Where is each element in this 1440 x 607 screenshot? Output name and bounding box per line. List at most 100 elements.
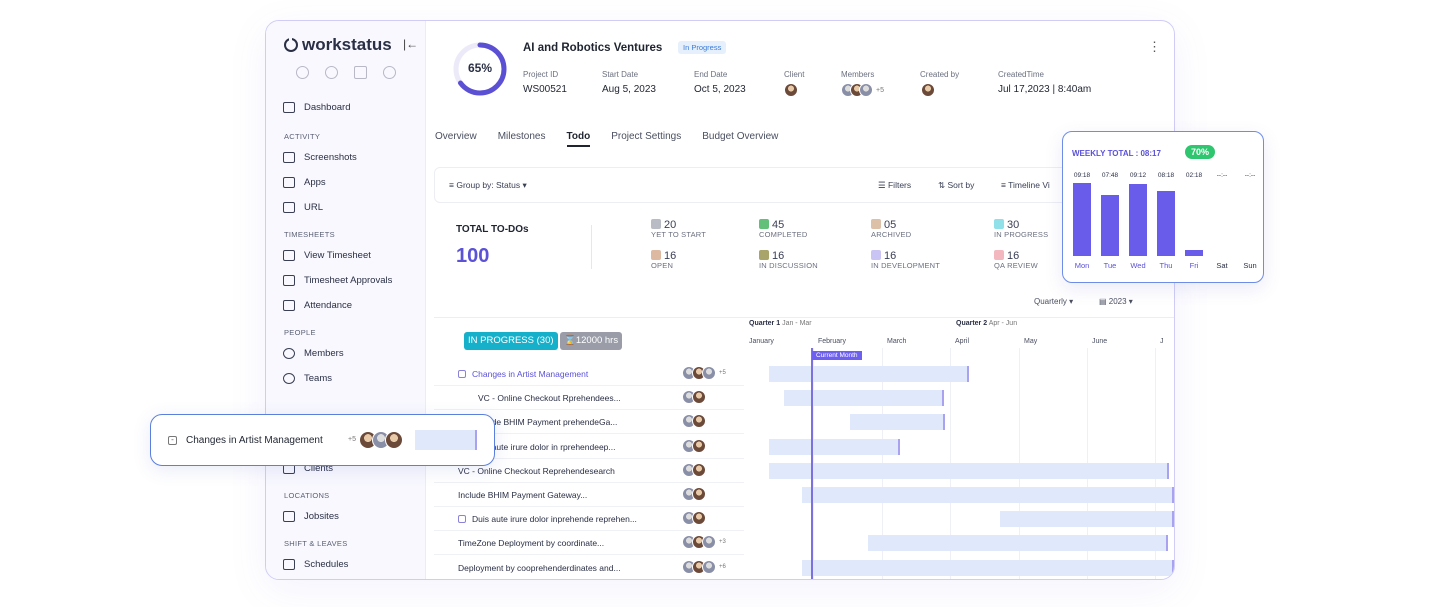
gantt-bar[interactable] [784,390,944,407]
clipboard-icon [283,275,295,286]
table-row[interactable]: Duis aute irure dolor inprehende reprehe… [434,507,744,532]
logo[interactable]: workstatus [284,35,392,55]
sidebar-item-view-timesheet[interactable]: View Timesheet [266,243,426,268]
members-avatars[interactable]: +5 [841,83,884,97]
table-row[interactable]: Include BHIM Payment Gateway... [434,483,744,507]
weekly-time-label: 08:18 [1157,172,1175,179]
created-by-label: Created by [920,70,960,79]
weekly-time-label: 07:48 [1101,172,1119,179]
task-assignees [682,511,706,526]
task-assignees [682,487,706,501]
timesheet-icon [283,250,295,261]
gantt-bar[interactable] [769,438,900,455]
stat-completed[interactable]: 45 COMPLETED [759,219,808,239]
task-callout[interactable]: - Changes in Artist Management +5 [150,414,495,466]
sidebar-item-dashboard[interactable]: Dashboard [266,95,426,120]
chevron-down-icon: ▾ [520,180,527,190]
stat-in-progress[interactable]: 30 IN PROGRESS [994,219,1049,239]
group-by-dropdown[interactable]: ≡ Group by: Status ▾ [449,180,527,190]
quarter-2-label: Quarter 2 Apr - Jun [956,320,1018,327]
task-assignees [682,438,706,453]
sidebar-item-screenshots[interactable]: Screenshots [266,145,426,170]
timeline-view-button[interactable]: ≡ Timeline Vi [1001,180,1050,190]
more-assignees: +5 [719,370,726,376]
month-label: April [955,338,970,345]
year-dropdown[interactable]: ▤ 2023 ▾ [1099,297,1133,306]
user-icon [283,348,295,359]
status-color-swatch [994,250,1004,260]
group-status-pill[interactable]: IN PROGRESS (30) [464,332,558,350]
more-options-icon[interactable]: ⋮ [1148,39,1161,54]
client-avatar[interactable] [784,83,798,102]
play-icon[interactable] [296,66,309,79]
divider [591,225,592,269]
table-row[interactable]: VC - Online Checkout Reprehendesearch [434,459,744,483]
tab-overview[interactable]: Overview [435,131,477,142]
sidebar-item-members[interactable]: Members [266,341,426,366]
table-row[interactable]: ...s aute irure dolor in rprehendeep... [434,435,744,459]
logo-icon [284,36,298,52]
stat-in-discussion[interactable]: 16 IN DISCUSSION [759,250,818,270]
download-icon[interactable] [325,66,338,79]
table-row[interactable]: TimeZone Deployment by coordinate... +3 [434,531,744,556]
table-row[interactable]: Changes in Artist Management +5 [434,362,744,386]
sort-by-button[interactable]: ⇅ Sort by [938,180,975,190]
status-badge[interactable]: In Progress [678,41,727,54]
creator-avatar[interactable] [921,83,935,102]
weekly-time-label: 09:12 [1129,172,1147,179]
gantt-bar[interactable] [802,559,1174,576]
project-title: AI and Robotics Ventures [523,42,663,54]
sidebar-item-timesheet-approvals[interactable]: Timesheet Approvals [266,268,426,293]
bell-icon[interactable] [383,66,396,79]
save-icon[interactable] [354,66,367,79]
sidebar-item-jobsites[interactable]: Jobsites [266,504,426,529]
expand-icon[interactable] [458,515,466,524]
status-color-swatch [651,219,661,229]
gantt-bar[interactable] [1000,511,1174,528]
avatar [692,487,706,501]
gantt-bar[interactable] [769,366,969,382]
group-icon: ≡ [449,180,457,190]
client-label: Client [784,70,805,79]
collapse-sidebar-icon[interactable]: |← [403,37,419,51]
filter-icon: ☰ [878,180,888,190]
collapse-icon[interactable]: - [168,436,177,445]
start-date-value: Aug 5, 2023 [602,84,656,95]
sidebar-item-apps[interactable]: Apps [266,170,426,195]
sidebar-item-attendance[interactable]: Attendance [266,293,426,318]
stat-in-development[interactable]: 16 IN DEVELOPMENT [871,250,941,270]
gantt-bar[interactable] [850,414,945,431]
month-label: May [1024,338,1038,345]
stat-qa-review[interactable]: 16 QA REVIEW [994,250,1038,270]
sidebar-item-teams[interactable]: Teams [266,366,426,391]
view-dropdown[interactable]: Quarterly ▾ [1034,297,1074,306]
callout-task-bar [415,430,477,450]
table-row[interactable]: ...lude BHIM Payment prehendeGa... [434,410,744,435]
gantt-bar[interactable] [769,462,1169,479]
filters-button[interactable]: ☰ Filters [878,180,912,190]
sidebar: workstatus |← Dashboard ACTIVITY Screens… [266,21,426,579]
stat-yet-to-start[interactable]: 20 YET TO START [651,219,707,239]
stat-open[interactable]: 16 OPEN [651,250,677,270]
task-assignees: +3 [682,535,726,550]
tab-budget-overview[interactable]: Budget Overview [702,131,779,142]
avatar [692,438,706,453]
gantt-bar[interactable] [868,535,1168,552]
table-row[interactable]: VC - Online Checkout Rprehendees... [434,386,744,411]
sidebar-item-schedules[interactable]: Schedules [266,552,426,577]
collapse-icon[interactable] [458,370,466,378]
created-time-label: CreatedTime [998,70,1044,79]
table-row[interactable]: Deployment by cooprehenderdinates and...… [434,556,744,579]
tab-milestones[interactable]: Milestones [497,131,546,142]
schedule-icon [283,559,295,570]
gantt-bar[interactable] [802,487,1174,503]
task-assignees [682,390,706,405]
month-label: March [887,338,907,345]
task-name: ...s aute irure dolor in rprehendeep... [478,441,616,452]
stat-archived[interactable]: 05 ARCHIVED [871,219,912,239]
tab-todo[interactable]: Todo [566,131,591,147]
current-month-tag: Current Month [812,351,862,360]
tab-project-settings[interactable]: Project Settings [611,131,682,142]
sidebar-item-url[interactable]: URL [266,195,426,220]
weekly-bar [1185,249,1203,256]
